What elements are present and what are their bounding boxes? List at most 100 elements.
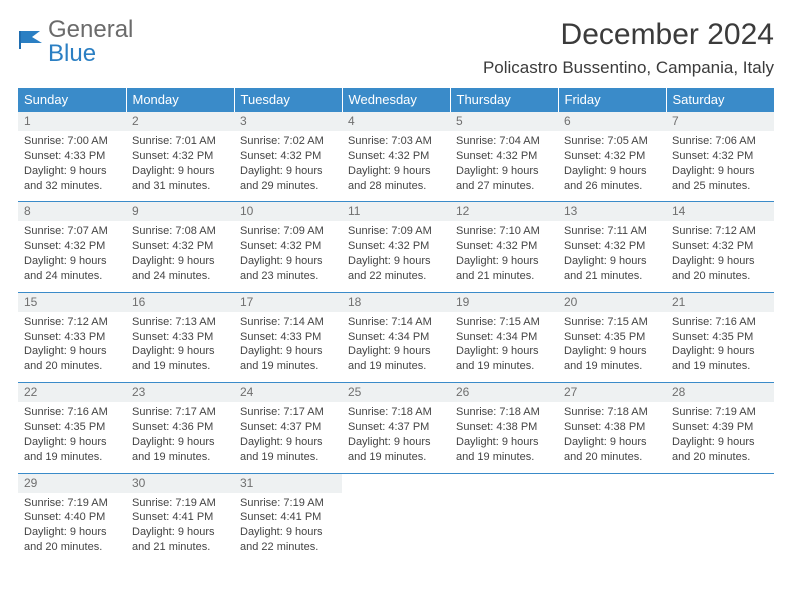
sunset-text: Sunset: 4:32 PM — [564, 149, 660, 164]
calendar-cell: 25Sunrise: 7:18 AMSunset: 4:37 PMDayligh… — [342, 383, 450, 473]
daylight-line2: and 26 minutes. — [564, 179, 660, 194]
sunrise-text: Sunrise: 7:11 AM — [564, 224, 660, 239]
sunset-text: Sunset: 4:32 PM — [456, 239, 552, 254]
sunrise-text: Sunrise: 7:17 AM — [132, 405, 228, 420]
daylight-line2: and 25 minutes. — [672, 179, 768, 194]
daylight-line2: and 28 minutes. — [348, 179, 444, 194]
sunset-text: Sunset: 4:33 PM — [24, 149, 120, 164]
sunrise-text: Sunrise: 7:14 AM — [240, 315, 336, 330]
day-number: 14 — [666, 202, 774, 221]
day-number: 21 — [666, 293, 774, 312]
daylight-line1: Daylight: 9 hours — [456, 344, 552, 359]
sunrise-text: Sunrise: 7:17 AM — [240, 405, 336, 420]
month-title: December 2024 — [483, 18, 774, 52]
daylight-line1: Daylight: 9 hours — [240, 435, 336, 450]
calendar-cell: 2Sunrise: 7:01 AMSunset: 4:32 PMDaylight… — [126, 112, 234, 202]
daylight-line2: and 19 minutes. — [456, 359, 552, 374]
day-info: Sunrise: 7:12 AMSunset: 4:32 PMDaylight:… — [672, 224, 768, 283]
daylight-line1: Daylight: 9 hours — [132, 164, 228, 179]
day-info: Sunrise: 7:02 AMSunset: 4:32 PMDaylight:… — [240, 134, 336, 193]
day-number: 1 — [18, 112, 126, 131]
daylight-line1: Daylight: 9 hours — [672, 254, 768, 269]
calendar-cell: 6Sunrise: 7:05 AMSunset: 4:32 PMDaylight… — [558, 112, 666, 202]
daylight-line2: and 19 minutes. — [240, 359, 336, 374]
col-fri: Friday — [558, 88, 666, 112]
calendar-cell: 8Sunrise: 7:07 AMSunset: 4:32 PMDaylight… — [18, 202, 126, 292]
col-sun: Sunday — [18, 88, 126, 112]
day-number: 19 — [450, 293, 558, 312]
calendar-cell: 27Sunrise: 7:18 AMSunset: 4:38 PMDayligh… — [558, 383, 666, 473]
day-info: Sunrise: 7:16 AMSunset: 4:35 PMDaylight:… — [24, 405, 120, 464]
day-number: 24 — [234, 383, 342, 402]
day-info: Sunrise: 7:05 AMSunset: 4:32 PMDaylight:… — [564, 134, 660, 193]
daylight-line1: Daylight: 9 hours — [672, 435, 768, 450]
daylight-line2: and 21 minutes. — [456, 269, 552, 284]
sunrise-text: Sunrise: 7:18 AM — [348, 405, 444, 420]
calendar-cell: 23Sunrise: 7:17 AMSunset: 4:36 PMDayligh… — [126, 383, 234, 473]
day-number: 16 — [126, 293, 234, 312]
sunset-text: Sunset: 4:32 PM — [240, 149, 336, 164]
sunset-text: Sunset: 4:37 PM — [348, 420, 444, 435]
sunset-text: Sunset: 4:39 PM — [672, 420, 768, 435]
sunset-text: Sunset: 4:32 PM — [132, 149, 228, 164]
col-wed: Wednesday — [342, 88, 450, 112]
daylight-line1: Daylight: 9 hours — [456, 435, 552, 450]
sunset-text: Sunset: 4:32 PM — [564, 239, 660, 254]
day-number: 7 — [666, 112, 774, 131]
daylight-line2: and 19 minutes. — [672, 359, 768, 374]
daylight-line2: and 19 minutes. — [348, 359, 444, 374]
calendar-week-row: 29Sunrise: 7:19 AMSunset: 4:40 PMDayligh… — [18, 473, 774, 563]
daylight-line1: Daylight: 9 hours — [24, 254, 120, 269]
daylight-line1: Daylight: 9 hours — [348, 344, 444, 359]
daylight-line1: Daylight: 9 hours — [24, 344, 120, 359]
daylight-line2: and 24 minutes. — [132, 269, 228, 284]
daylight-line1: Daylight: 9 hours — [672, 164, 768, 179]
day-info: Sunrise: 7:01 AMSunset: 4:32 PMDaylight:… — [132, 134, 228, 193]
day-number: 30 — [126, 474, 234, 493]
sunrise-text: Sunrise: 7:05 AM — [564, 134, 660, 149]
sunrise-text: Sunrise: 7:19 AM — [672, 405, 768, 420]
day-number: 22 — [18, 383, 126, 402]
day-number: 28 — [666, 383, 774, 402]
sunrise-text: Sunrise: 7:13 AM — [132, 315, 228, 330]
day-number: 18 — [342, 293, 450, 312]
day-info: Sunrise: 7:08 AMSunset: 4:32 PMDaylight:… — [132, 224, 228, 283]
daylight-line2: and 20 minutes. — [24, 359, 120, 374]
sunrise-text: Sunrise: 7:14 AM — [348, 315, 444, 330]
sunset-text: Sunset: 4:41 PM — [132, 510, 228, 525]
daylight-line2: and 31 minutes. — [132, 179, 228, 194]
calendar-cell: 28 Sunrise: 7:19 AMSunset: 4:39 PMDayligh… — [666, 383, 774, 473]
day-number: 13 — [558, 202, 666, 221]
day-number: 25 — [342, 383, 450, 402]
sunset-text: Sunset: 4:38 PM — [564, 420, 660, 435]
daylight-line2: and 27 minutes. — [456, 179, 552, 194]
calendar-cell: 17Sunrise: 7:14 AMSunset: 4:33 PMDayligh… — [234, 292, 342, 382]
daylight-line2: and 24 minutes. — [24, 269, 120, 284]
daylight-line1: Daylight: 9 hours — [132, 254, 228, 269]
day-info: Sunrise: 7:07 AMSunset: 4:32 PMDaylight:… — [24, 224, 120, 283]
day-number: 3 — [234, 112, 342, 131]
daylight-line2: and 20 minutes. — [672, 450, 768, 465]
daylight-line1: Daylight: 9 hours — [564, 344, 660, 359]
sunset-text: Sunset: 4:38 PM — [456, 420, 552, 435]
sunset-text: Sunset: 4:35 PM — [24, 420, 120, 435]
day-info: Sunrise: 7:12 AMSunset: 4:33 PMDaylight:… — [24, 315, 120, 374]
daylight-line2: and 19 minutes. — [240, 450, 336, 465]
daylight-line1: Daylight: 9 hours — [564, 435, 660, 450]
daylight-line1: Daylight: 9 hours — [132, 435, 228, 450]
sunset-text: Sunset: 4:32 PM — [672, 149, 768, 164]
calendar-cell: 20Sunrise: 7:15 AMSunset: 4:35 PMDayligh… — [558, 292, 666, 382]
day-number: 11 — [342, 202, 450, 221]
calendar-cell: 16Sunrise: 7:13 AMSunset: 4:33 PMDayligh… — [126, 292, 234, 382]
day-number: 9 — [126, 202, 234, 221]
calendar-cell: . — [666, 473, 774, 563]
calendar-header-row: Sunday Monday Tuesday Wednesday Thursday… — [18, 88, 774, 112]
day-info: Sunrise: 7:19 AMSunset: 4:41 PMDaylight:… — [240, 496, 336, 555]
calendar-cell: 19Sunrise: 7:15 AMSunset: 4:34 PMDayligh… — [450, 292, 558, 382]
calendar-cell: 7Sunrise: 7:06 AMSunset: 4:32 PMDaylight… — [666, 112, 774, 202]
calendar-cell: . — [450, 473, 558, 563]
daylight-line1: Daylight: 9 hours — [132, 525, 228, 540]
day-info: Sunrise: 7:16 AMSunset: 4:35 PMDaylight:… — [672, 315, 768, 374]
calendar-cell: 11Sunrise: 7:09 AMSunset: 4:32 PMDayligh… — [342, 202, 450, 292]
sunset-text: Sunset: 4:32 PM — [240, 239, 336, 254]
